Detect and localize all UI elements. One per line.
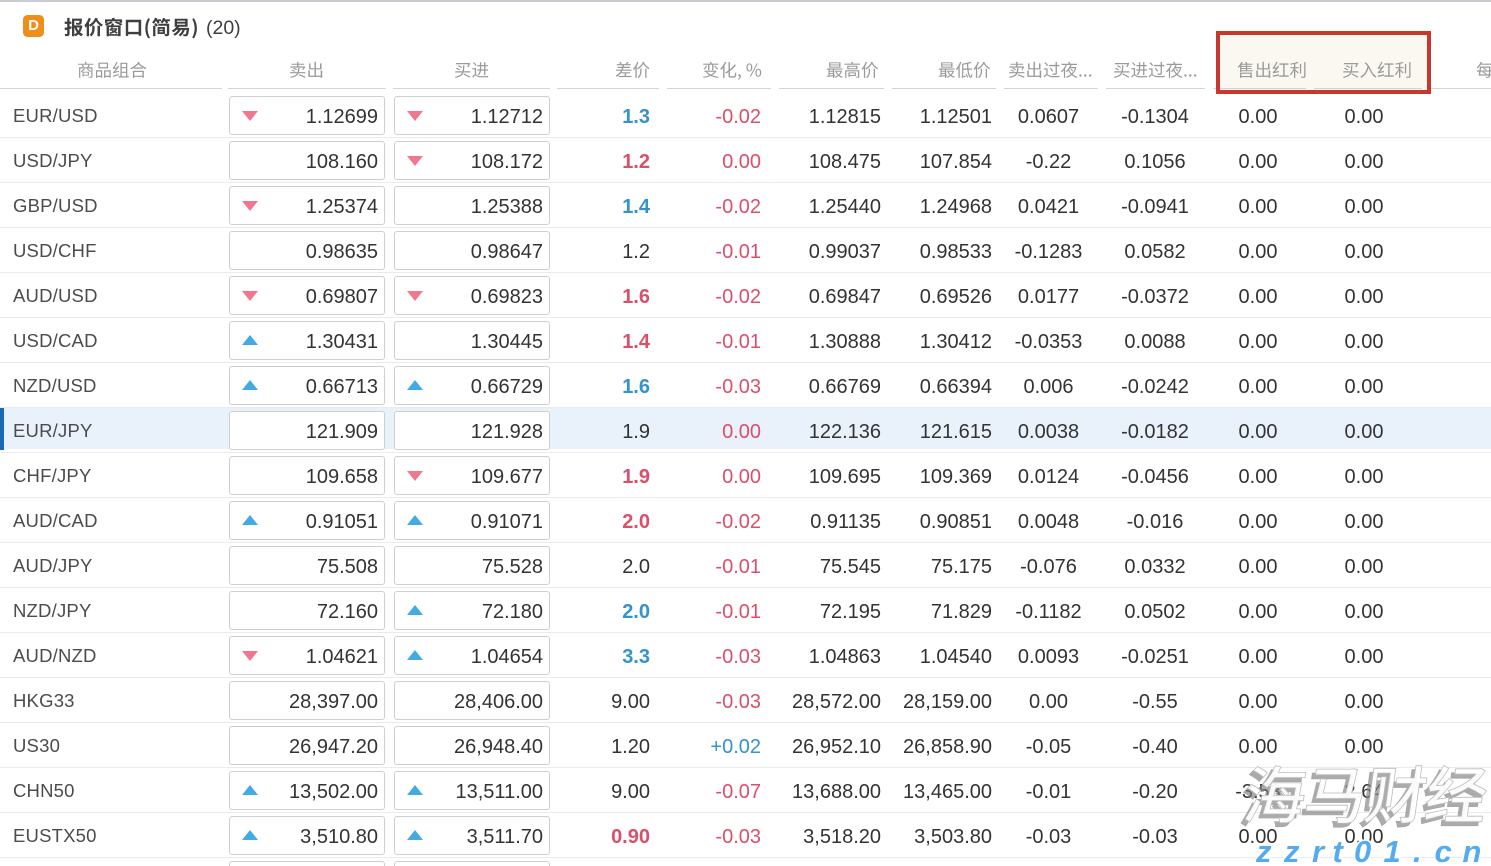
svg-text:zzrt01.cn: zzrt01.cn — [1255, 835, 1481, 866]
